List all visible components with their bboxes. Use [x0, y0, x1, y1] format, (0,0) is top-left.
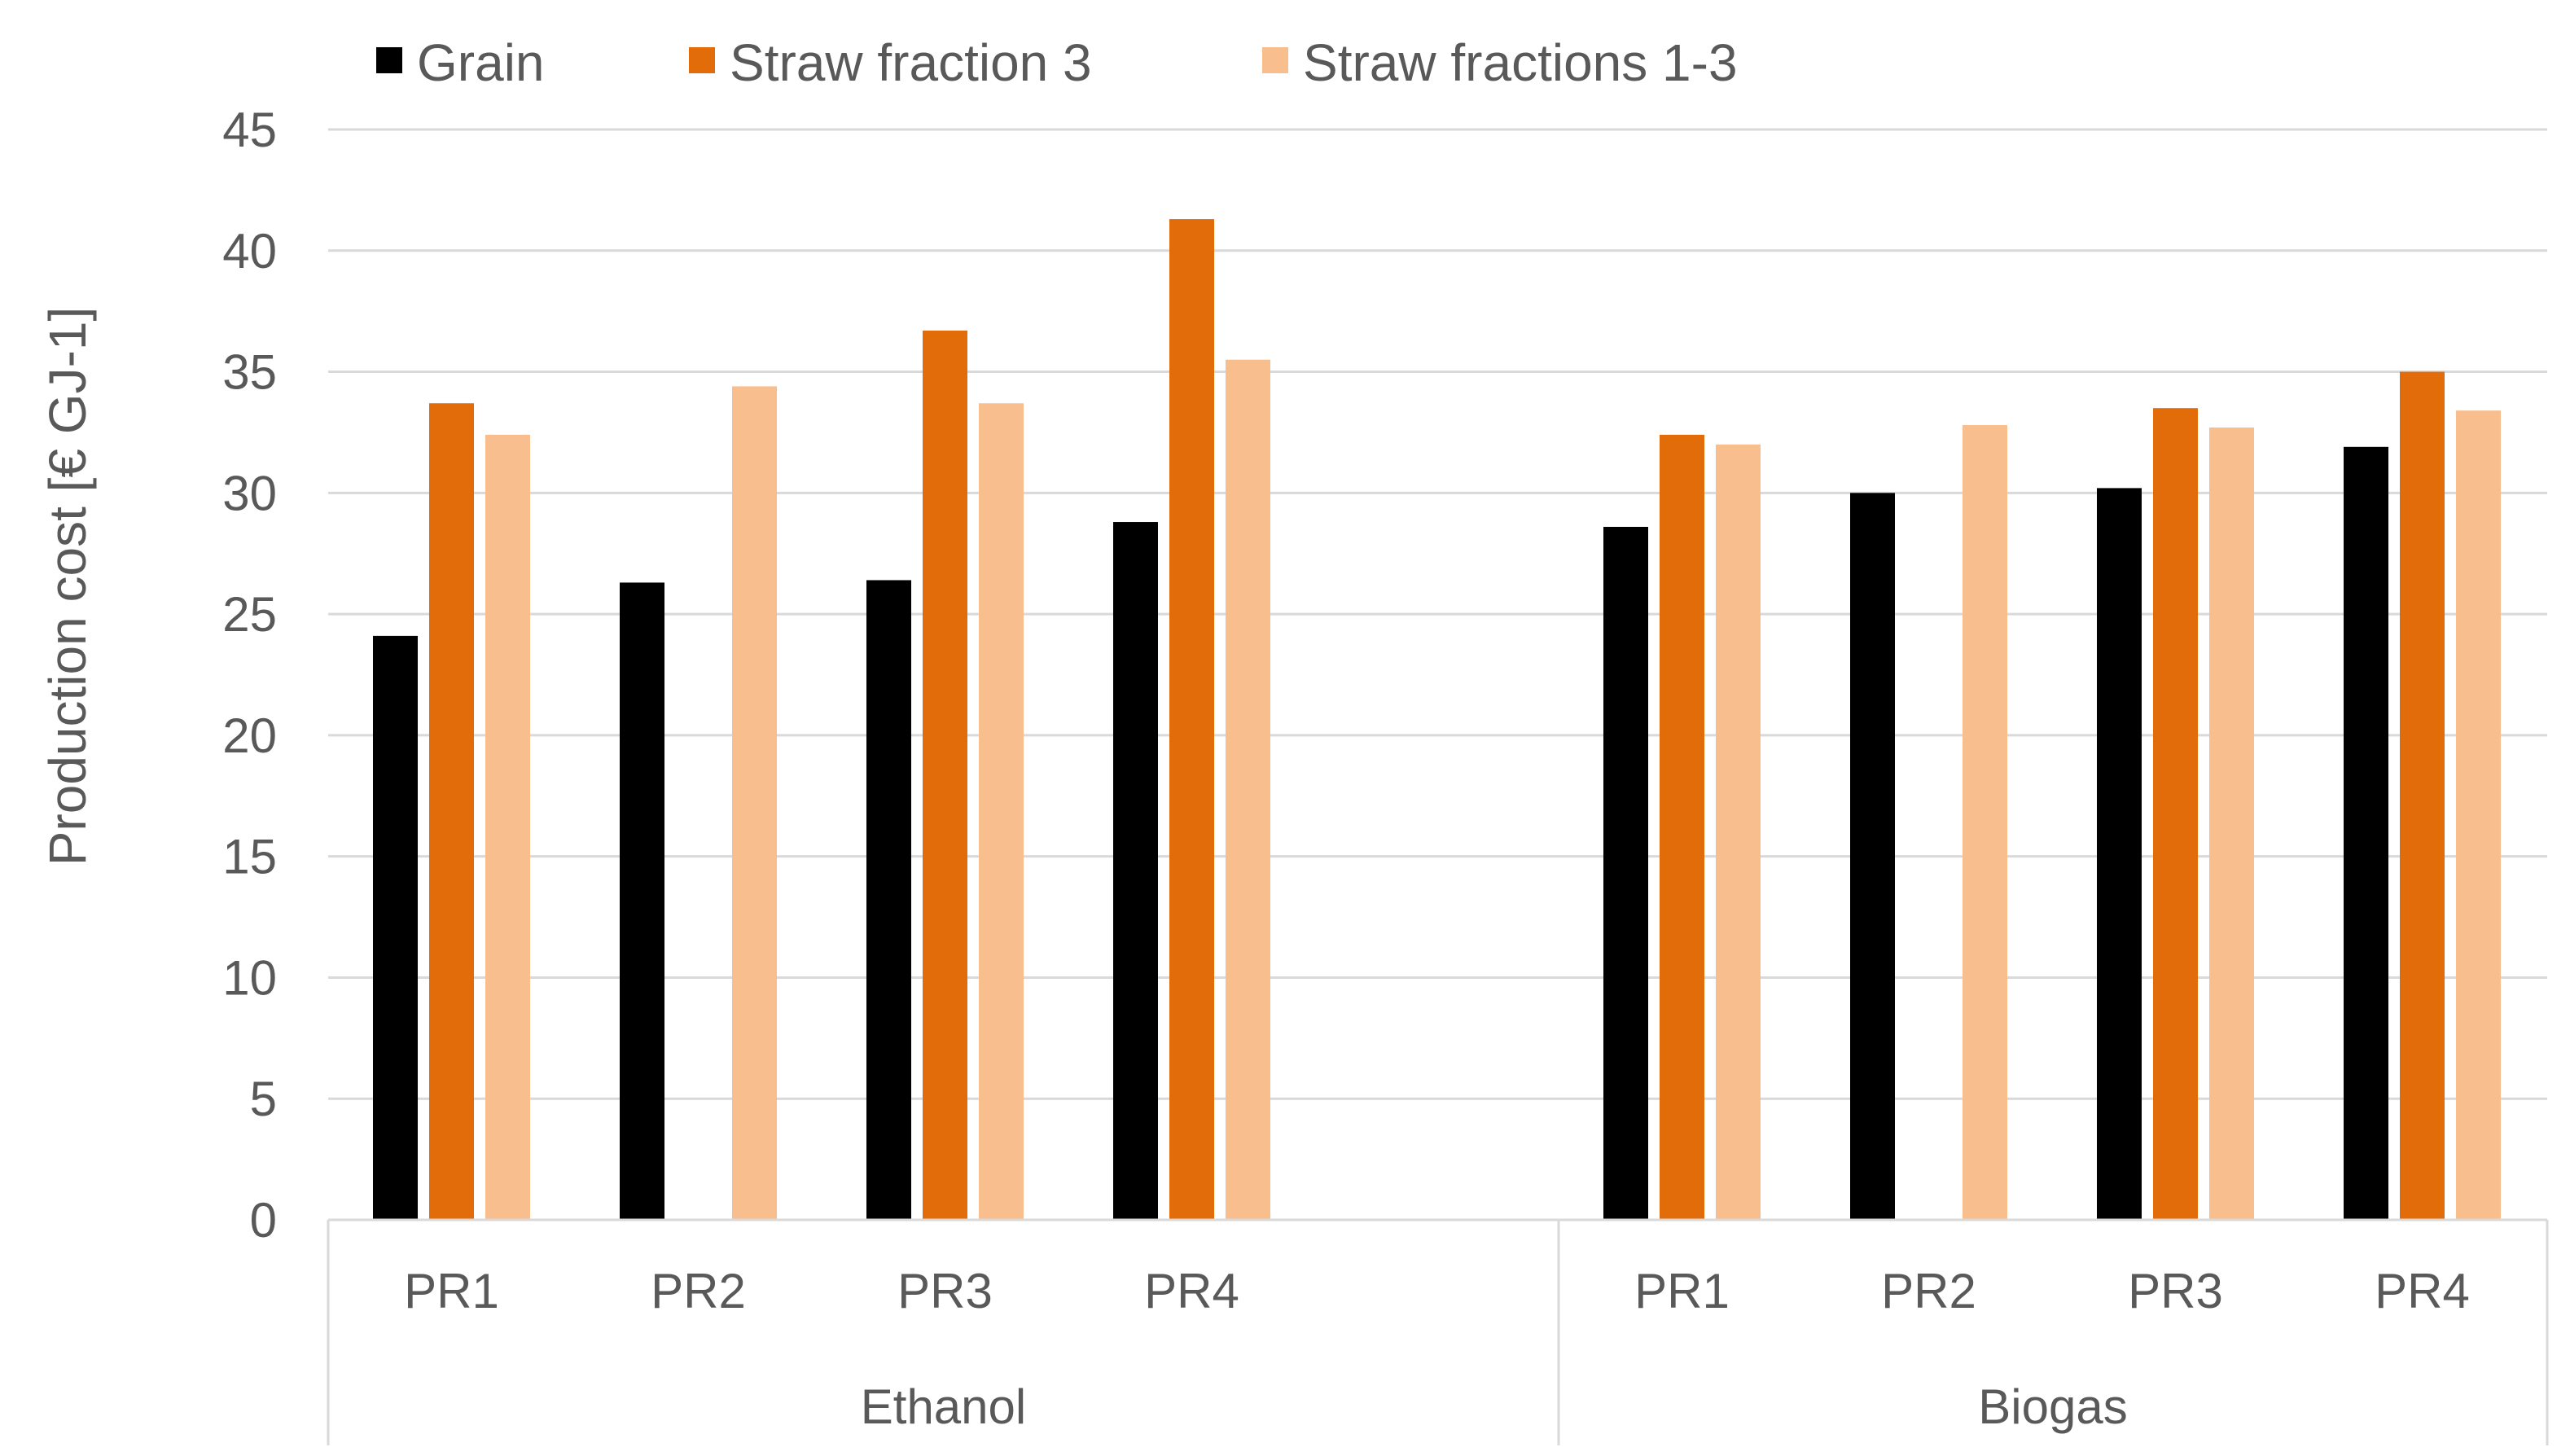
y-tick-label: 0	[250, 1193, 277, 1248]
bar-grain-biogas-pr1	[1603, 526, 1648, 1220]
bar-straw-fractions-1-3-ethanol-pr4	[1226, 359, 1270, 1221]
x-tick-label: PR2	[651, 1264, 746, 1318]
x-tick-label: PR3	[897, 1264, 993, 1318]
y-tick-label: 30	[222, 466, 277, 520]
bar-grain-ethanol-pr2	[620, 582, 664, 1220]
y-tick-label: 45	[222, 103, 277, 157]
x-tick-label: PR2	[1881, 1264, 1976, 1318]
x-tick-label: PR4	[2375, 1264, 2470, 1318]
x-tick-label: PR1	[1634, 1264, 1730, 1318]
bar-straw-fraction-3-biogas-pr1	[1660, 434, 1704, 1220]
x-axis: PR1 PR2 PR3 PR4 Ethanol PR1 PR2 PR3 PR4 Biogas	[327, 1218, 2549, 1445]
y-tick-label: 15	[222, 830, 277, 884]
y-tick-label: 20	[222, 708, 277, 763]
gridlines	[328, 128, 2547, 1100]
legend: Grain Straw fraction 3 Straw fractions 1-3	[376, 33, 1738, 92]
bar-straw-fractions-1-3-ethanol-pr3	[979, 403, 1024, 1220]
bar-grain-biogas-pr4	[2344, 446, 2388, 1220]
bar-straw-fractions-1-3-biogas-pr4	[2456, 410, 2501, 1221]
legend-label: Straw fractions 1-3	[1303, 33, 1738, 92]
y-tick-label: 25	[222, 587, 277, 642]
y-axis-tick-labels: 0 5 10 15 20 25 30 35 40 45	[222, 103, 277, 1248]
bar-straw-fractions-1-3-biogas-pr3	[2209, 427, 2254, 1220]
x-group-label: Biogas	[1978, 1379, 2127, 1434]
x-tick-label: PR3	[2128, 1264, 2223, 1318]
bar-grain-biogas-pr2	[1850, 493, 1895, 1220]
legend-label: Grain	[417, 33, 545, 92]
legend-swatch	[1262, 47, 1288, 73]
bar-straw-fraction-3-ethanol-pr3	[923, 330, 967, 1221]
x-tick-label: PR1	[404, 1264, 499, 1318]
y-tick-label: 35	[222, 345, 277, 400]
y-axis-label: Production cost [€ GJ-1]	[38, 307, 97, 866]
bar-straw-fractions-1-3-biogas-pr1	[1716, 444, 1761, 1220]
y-tick-label: 40	[222, 224, 277, 278]
bar-straw-fraction-3-biogas-pr3	[2153, 408, 2198, 1220]
y-tick-label: 5	[250, 1072, 277, 1126]
bar-grain-ethanol-pr4	[1113, 522, 1158, 1220]
bar-straw-fraction-3-ethanol-pr1	[429, 403, 474, 1220]
bar-grain-biogas-pr3	[2097, 488, 2142, 1220]
bar-grain-ethanol-pr3	[866, 580, 911, 1220]
bars	[373, 219, 2501, 1221]
bar-straw-fraction-3-biogas-pr4	[2400, 371, 2445, 1220]
x-group-label: Ethanol	[861, 1379, 1027, 1434]
legend-label: Straw fraction 3	[730, 33, 1092, 92]
bar-straw-fractions-1-3-ethanol-pr2	[732, 386, 777, 1220]
bar-straw-fractions-1-3-ethanol-pr1	[485, 434, 530, 1220]
legend-swatch	[376, 47, 402, 73]
legend-swatch	[689, 47, 715, 73]
bar-straw-fractions-1-3-biogas-pr2	[1963, 425, 2007, 1220]
bar-grain-ethanol-pr1	[373, 635, 418, 1220]
bar-straw-fraction-3-ethanol-pr4	[1169, 219, 1214, 1220]
y-tick-label: 10	[222, 950, 277, 1005]
x-tick-label: PR4	[1144, 1264, 1239, 1318]
